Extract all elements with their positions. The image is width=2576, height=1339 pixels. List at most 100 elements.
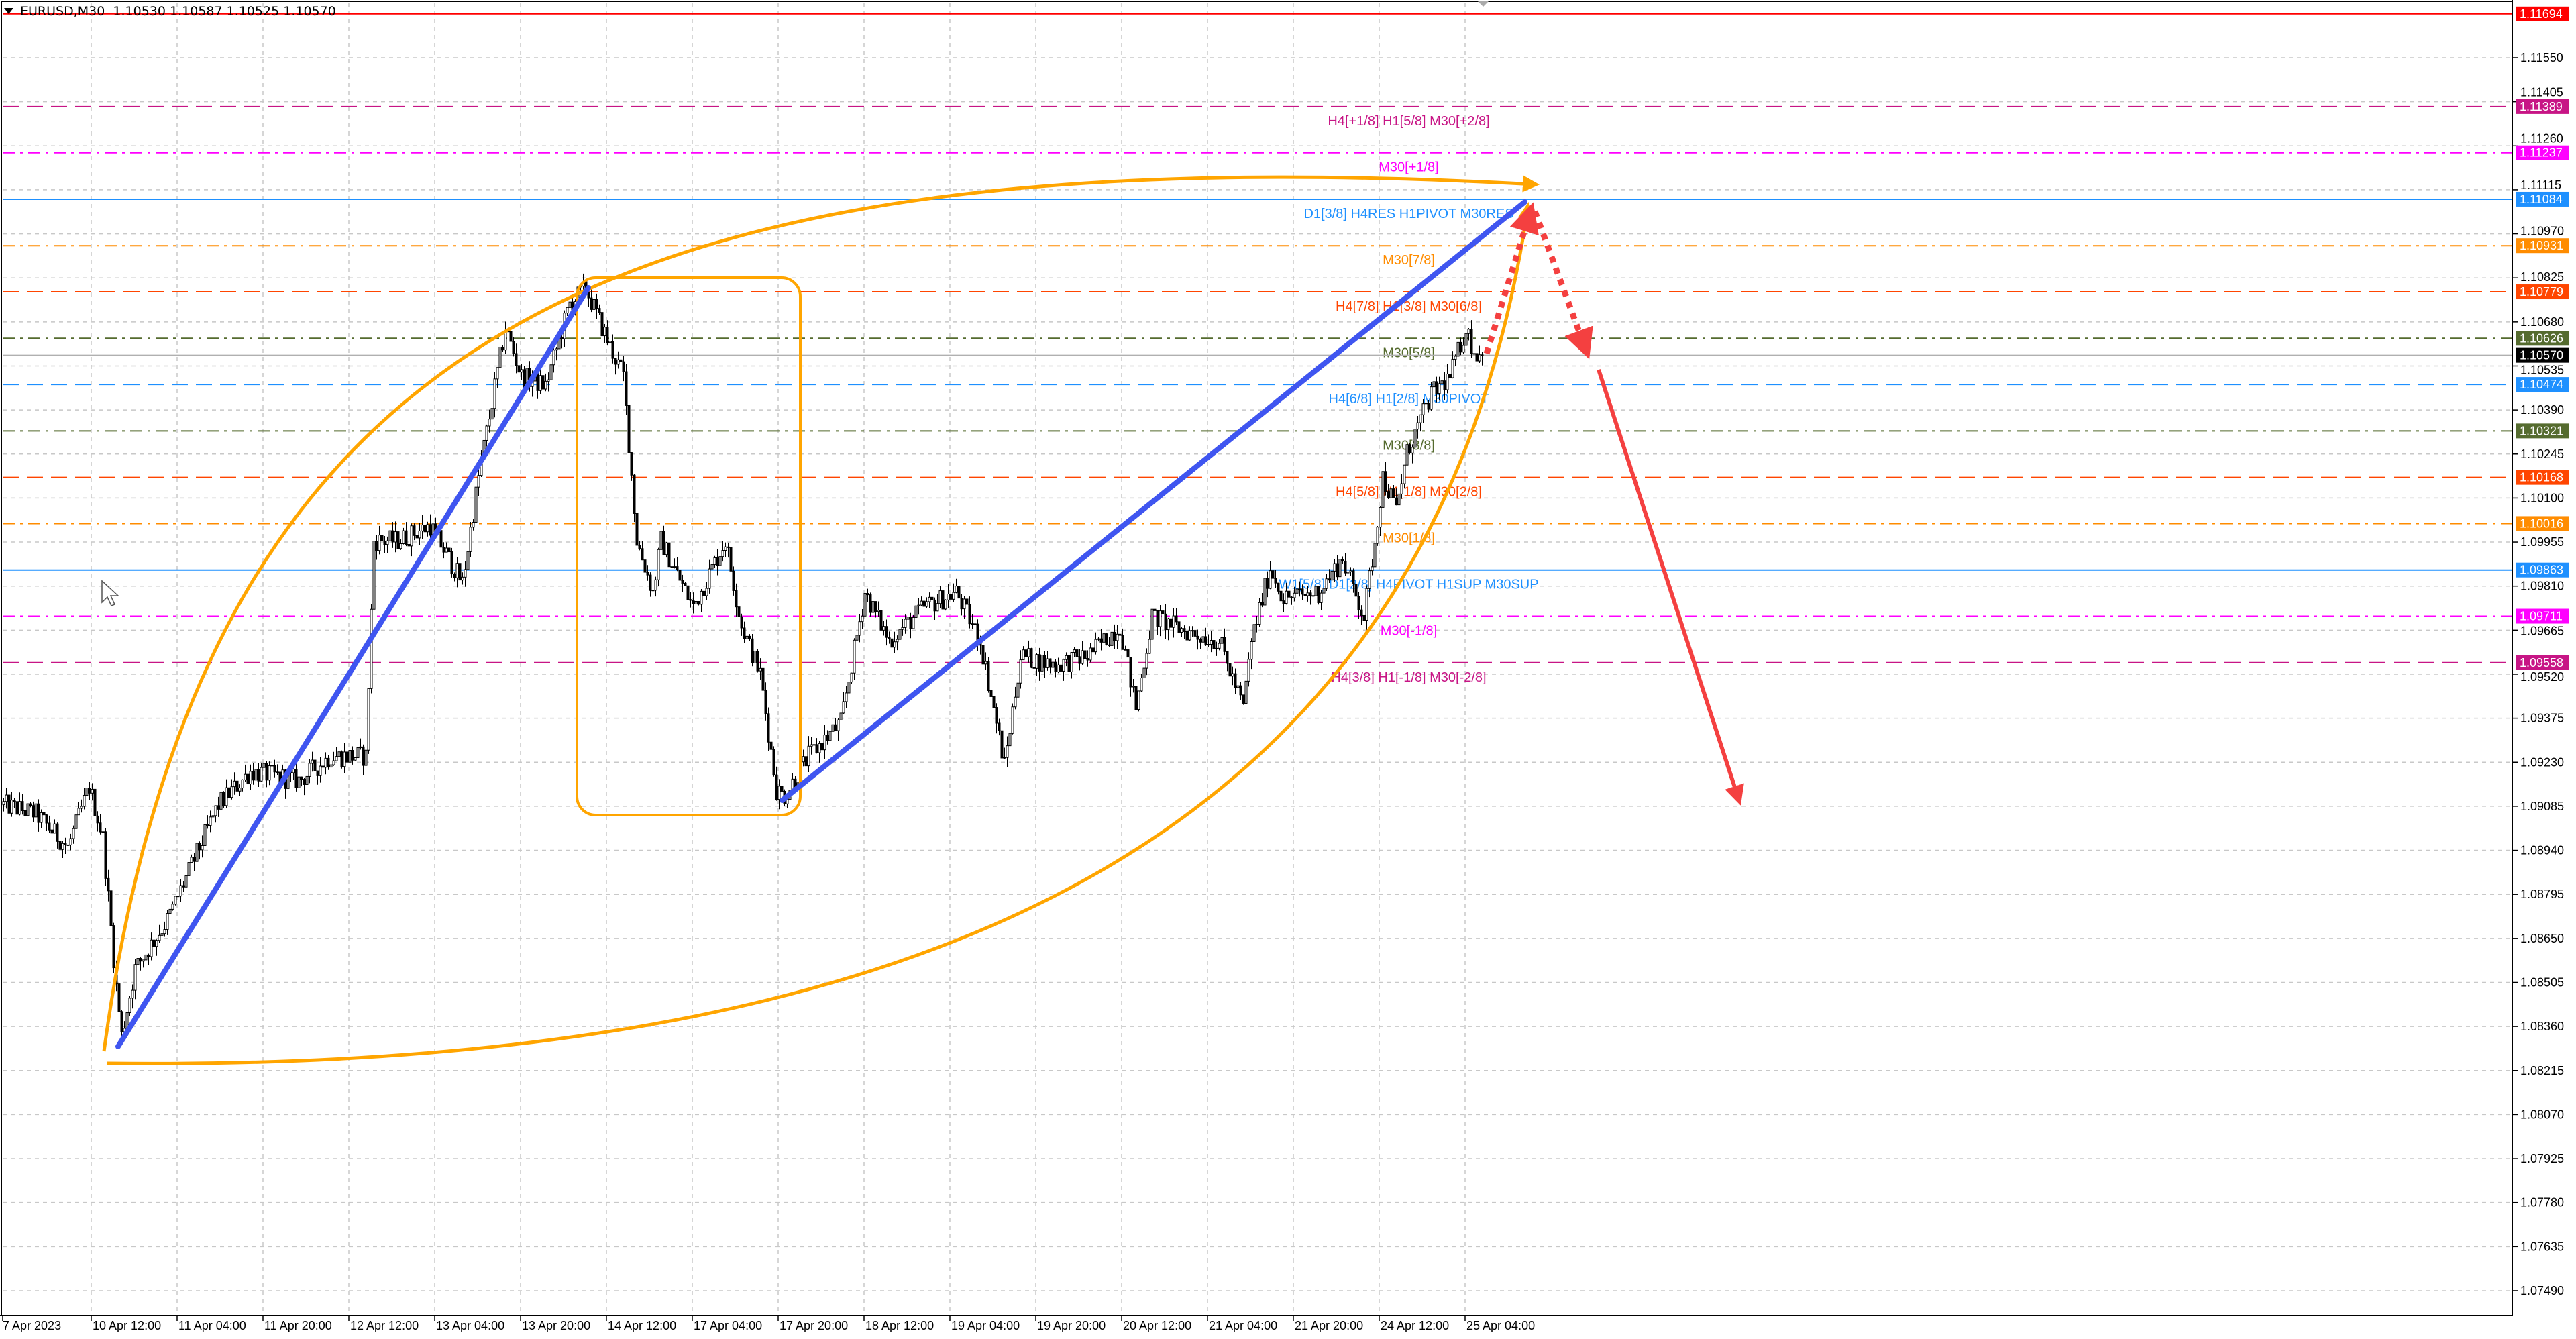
time-label: 12 Apr 12:00 bbox=[350, 1319, 419, 1332]
candle-body bbox=[743, 627, 746, 639]
candle bbox=[928, 592, 931, 608]
candle-body bbox=[1365, 588, 1368, 621]
candle-body bbox=[1035, 654, 1038, 669]
candle-body bbox=[1395, 497, 1398, 506]
candle bbox=[1081, 640, 1084, 665]
candle-body bbox=[1150, 608, 1154, 640]
candle bbox=[595, 293, 598, 319]
candle bbox=[396, 525, 400, 556]
candle bbox=[842, 692, 845, 714]
candle bbox=[890, 629, 894, 651]
candle-body bbox=[107, 877, 110, 892]
candle-body bbox=[370, 608, 373, 689]
candle bbox=[64, 837, 67, 854]
price-level-value: 1.10168 bbox=[2520, 471, 2563, 484]
candle bbox=[1059, 659, 1063, 677]
candle bbox=[1220, 635, 1224, 652]
candle-body bbox=[1228, 663, 1232, 677]
candle-body bbox=[388, 530, 392, 541]
candle-body bbox=[235, 780, 239, 792]
candle-body bbox=[158, 934, 161, 941]
candle bbox=[270, 758, 274, 771]
candles bbox=[2, 273, 1484, 1038]
price-level-value: 1.10474 bbox=[2520, 378, 2563, 391]
candle-body bbox=[80, 806, 83, 809]
price-tick-label: 1.08360 bbox=[2520, 1020, 2564, 1033]
candle bbox=[450, 547, 453, 578]
blue-trendline-2 bbox=[780, 199, 1527, 803]
candle-body bbox=[1102, 633, 1106, 643]
candle bbox=[308, 758, 311, 784]
candle bbox=[702, 590, 706, 597]
candle-body bbox=[1360, 609, 1363, 616]
candle-body bbox=[74, 814, 78, 829]
candle bbox=[1065, 652, 1068, 667]
candle bbox=[998, 718, 1001, 736]
candle-body bbox=[566, 307, 569, 314]
candle-body bbox=[1247, 659, 1250, 682]
candle bbox=[1231, 666, 1234, 686]
chart-menu-triangle-icon[interactable] bbox=[4, 8, 13, 14]
candle bbox=[566, 307, 569, 316]
candle bbox=[737, 600, 741, 627]
candle-body bbox=[756, 650, 759, 672]
candle bbox=[380, 533, 384, 547]
candle-body bbox=[595, 299, 598, 309]
candle-body bbox=[627, 405, 631, 453]
candle bbox=[1255, 615, 1258, 633]
candle-body bbox=[187, 862, 191, 876]
candle-body bbox=[1459, 341, 1462, 353]
candle bbox=[501, 345, 504, 352]
candle-body bbox=[1223, 637, 1226, 652]
level-label: W1[5/8] D1[2/8] H4PIVOT H1SUP M30SUP bbox=[1279, 578, 1538, 592]
candle bbox=[45, 814, 48, 831]
candle-body bbox=[1464, 333, 1468, 346]
candle-body bbox=[659, 531, 663, 550]
candle bbox=[56, 822, 59, 849]
candle bbox=[128, 995, 131, 1016]
candle-body bbox=[1196, 635, 1199, 640]
candle bbox=[922, 591, 926, 613]
candle-body bbox=[549, 364, 553, 380]
candle-body bbox=[654, 579, 657, 591]
candle-body bbox=[348, 750, 352, 763]
candle bbox=[646, 565, 649, 581]
candle-body bbox=[1478, 354, 1481, 362]
candle-body bbox=[1008, 733, 1012, 747]
candle-body bbox=[802, 756, 805, 763]
candle-body bbox=[72, 828, 75, 839]
candle-body bbox=[179, 885, 182, 897]
candle-body bbox=[1446, 373, 1449, 390]
candle-body bbox=[839, 712, 843, 720]
candle-body bbox=[686, 585, 690, 600]
candle-body bbox=[984, 661, 987, 665]
candle bbox=[869, 592, 872, 617]
candle bbox=[544, 373, 547, 392]
candle bbox=[1427, 400, 1430, 413]
candle-body bbox=[163, 929, 166, 934]
candle-body bbox=[713, 557, 716, 566]
price-tick-label: 1.11260 bbox=[2520, 131, 2563, 145]
candle-body bbox=[1258, 602, 1261, 625]
candle bbox=[117, 977, 121, 1022]
candle-body bbox=[23, 810, 27, 816]
candle bbox=[337, 744, 341, 761]
candle-body bbox=[498, 346, 502, 368]
time-axis: 7 Apr 2023 10 Apr 12:00 11 Apr 04:00 11 Apr… bbox=[2, 1316, 1535, 1332]
candle-body bbox=[729, 547, 733, 572]
candle-body bbox=[133, 964, 137, 991]
candle-body bbox=[662, 531, 665, 555]
candle-body bbox=[1255, 623, 1258, 625]
candle-body bbox=[888, 637, 891, 639]
candle bbox=[249, 764, 252, 790]
candle-body bbox=[818, 743, 821, 753]
candle-body bbox=[987, 661, 990, 691]
price-level-box bbox=[2516, 191, 2569, 207]
price-level-value: 1.09863 bbox=[2520, 564, 2563, 577]
candle-body bbox=[297, 776, 301, 788]
candle bbox=[692, 592, 695, 614]
candle bbox=[1397, 491, 1401, 511]
candle-body bbox=[732, 570, 735, 591]
candle-body bbox=[1252, 624, 1256, 643]
